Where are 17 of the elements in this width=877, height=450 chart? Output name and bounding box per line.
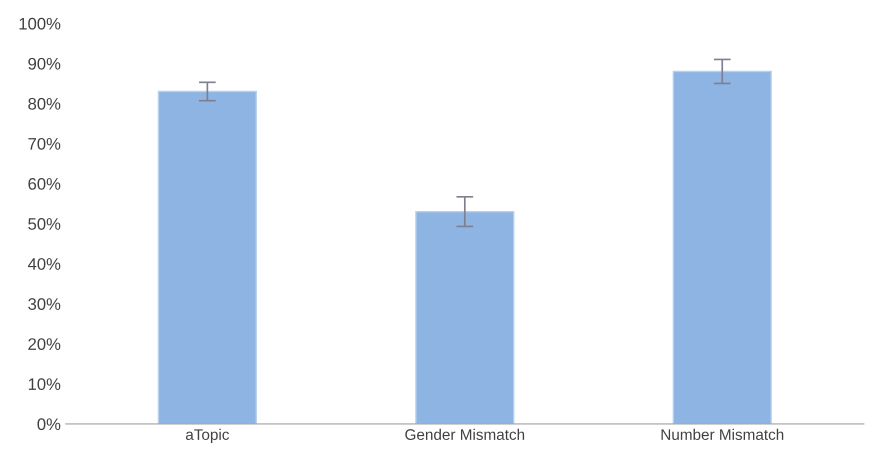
bar [158, 90, 257, 424]
x-tick-label: Number Mismatch [662, 428, 784, 440]
y-tick-label: 40% [28, 258, 60, 270]
y-tick-label: 70% [28, 138, 60, 150]
y-tick-label: 90% [28, 58, 60, 70]
y-tick-label: 20% [28, 338, 60, 350]
x-tick-label: Gender Mismatch [405, 428, 524, 440]
y-tick-label: 100% [20, 18, 60, 30]
x-tick-label: aTopic [186, 428, 230, 444]
y-tick-label: 0% [37, 418, 60, 430]
bar [672, 70, 772, 424]
y-tick-label: 30% [28, 298, 60, 310]
y-tick-label: 50% [28, 218, 60, 230]
y-tick-label: 80% [28, 98, 60, 110]
y-tick-label: 60% [28, 178, 60, 190]
y-tick-label: 10% [28, 378, 60, 390]
bar [415, 210, 514, 424]
